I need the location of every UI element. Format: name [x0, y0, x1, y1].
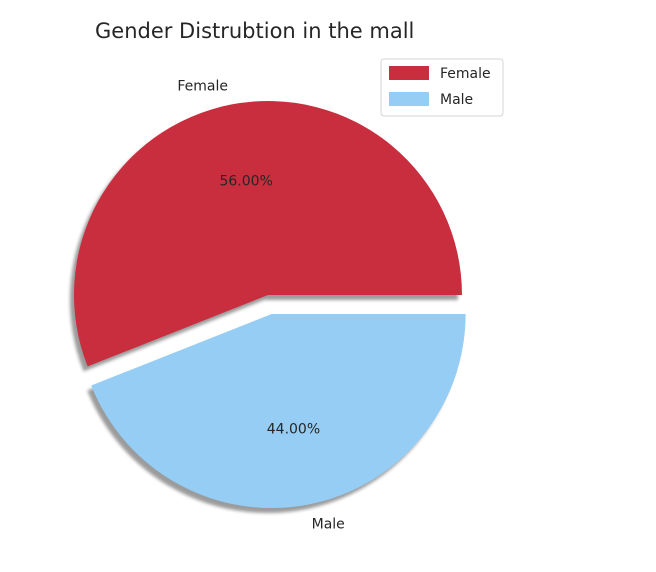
- pie-slice-male: [91, 314, 466, 509]
- chart-title: Gender Distrubtion in the mall: [95, 19, 414, 43]
- legend: Female Male: [380, 58, 504, 117]
- slice-percent-male: 44.00%: [267, 421, 320, 437]
- pie-slices: [73, 100, 466, 509]
- legend-swatch-female: [389, 66, 429, 80]
- pie-slice-female: [73, 100, 462, 367]
- pie-labels: Female 56.00% Male 44.00%: [177, 78, 344, 532]
- legend-label-male: Male: [440, 92, 473, 108]
- slice-label-male: Male: [312, 517, 345, 533]
- slice-percent-female: 56.00%: [219, 174, 272, 190]
- legend-swatch-male: [389, 92, 429, 106]
- legend-label-female: Female: [440, 66, 491, 82]
- slice-label-female: Female: [177, 78, 228, 94]
